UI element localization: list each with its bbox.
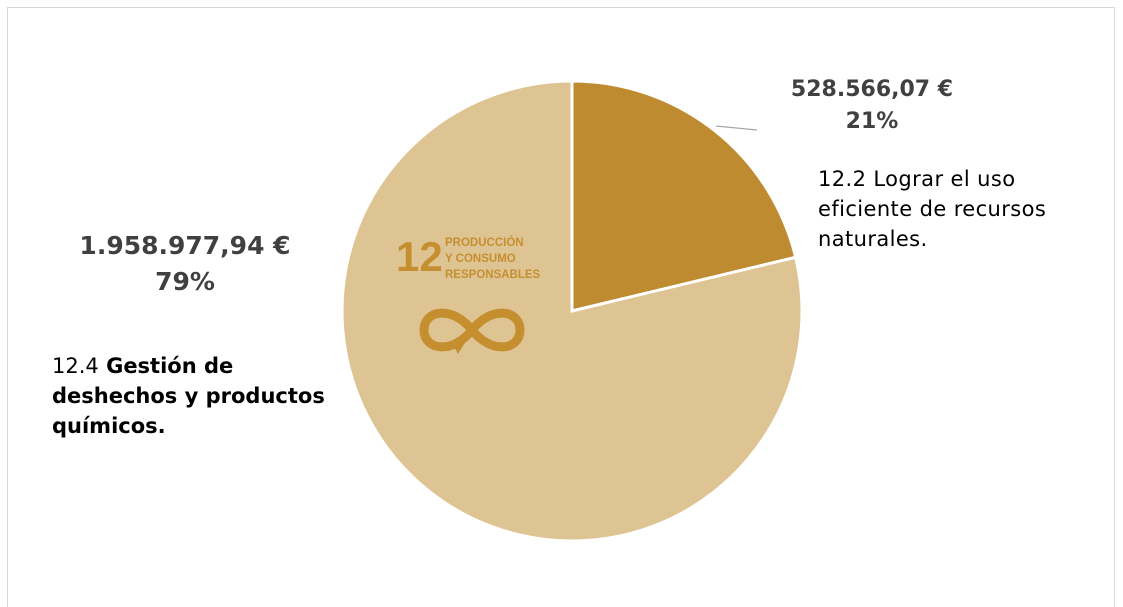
sdg-12-logo: 12 PRODUCCIÓN Y CONSUMO RESPONSABLES: [396, 233, 541, 354]
infinity-arrow-icon: [419, 308, 525, 352]
slice-description-number: 12.4: [52, 354, 99, 378]
slice-amount-small: 528.566,07 €: [790, 77, 954, 102]
slice-description-small: 12.2 Lograr el uso eficiente de recursos…: [818, 167, 1047, 251]
slice-label-big: 1.958.977,94 € 79%: [40, 228, 330, 301]
slice-description-big: 12.4 Gestión de deshechos y productos qu…: [52, 352, 352, 441]
logo-line-1: PRODUCCIÓN: [445, 236, 524, 249]
pie-slice-0: [570, 79, 798, 313]
slice-description-text: Gestión de deshechos y productos químico…: [52, 354, 325, 438]
slice-label-small: 528.566,07 € 21%: [742, 74, 1002, 138]
logo-line-2: Y CONSUMO: [445, 253, 516, 265]
logo-line-3: RESPONSABLES: [445, 269, 541, 281]
slice-amount-big: 1.958.977,94 €: [79, 231, 291, 260]
slice-percent-small: 21%: [845, 108, 899, 134]
leader-line: [715, 125, 758, 131]
pie-slice-1: [340, 79, 804, 543]
infinity-arrowhead: [452, 338, 468, 354]
chart-frame: [7, 7, 1115, 607]
logo-number: 12: [396, 233, 443, 280]
slice-percent-big: 79%: [155, 267, 215, 297]
